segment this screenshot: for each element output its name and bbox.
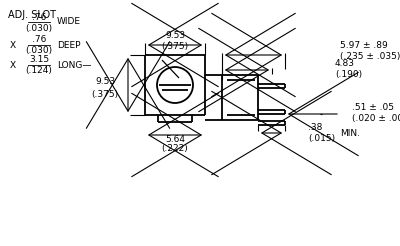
Text: (.222): (.222) — [162, 144, 188, 154]
Text: 5.64: 5.64 — [165, 135, 185, 143]
Text: .76: .76 — [32, 13, 46, 21]
Text: (.375): (.375) — [162, 42, 188, 50]
Text: 4.83: 4.83 — [335, 60, 355, 68]
Text: (.020 ± .002): (.020 ± .002) — [352, 113, 400, 123]
Text: X: X — [10, 41, 16, 49]
Text: (.015): (.015) — [308, 134, 335, 142]
Text: MIN.: MIN. — [340, 128, 360, 138]
Text: DEEP: DEEP — [57, 41, 80, 49]
Text: (.235 ± .035): (.235 ± .035) — [340, 52, 400, 62]
Text: .38: .38 — [308, 123, 322, 132]
Text: (.030): (.030) — [26, 24, 52, 32]
Text: (.375): (.375) — [92, 90, 118, 98]
Text: X: X — [10, 61, 16, 70]
Text: (.124): (.124) — [26, 66, 52, 76]
Text: 3.15: 3.15 — [29, 56, 49, 64]
Text: 5.97 ± .89: 5.97 ± .89 — [340, 42, 388, 50]
Text: WIDE: WIDE — [57, 17, 81, 27]
Text: (.190): (.190) — [335, 71, 362, 79]
Text: (.030): (.030) — [26, 46, 52, 56]
Text: .76: .76 — [32, 35, 46, 45]
Text: 9.53: 9.53 — [95, 77, 115, 87]
Text: LONG—: LONG— — [57, 61, 91, 70]
Text: 9.53: 9.53 — [165, 31, 185, 41]
Text: ADJ. SLOT: ADJ. SLOT — [8, 10, 56, 20]
Text: .51 ± .05: .51 ± .05 — [352, 103, 394, 111]
